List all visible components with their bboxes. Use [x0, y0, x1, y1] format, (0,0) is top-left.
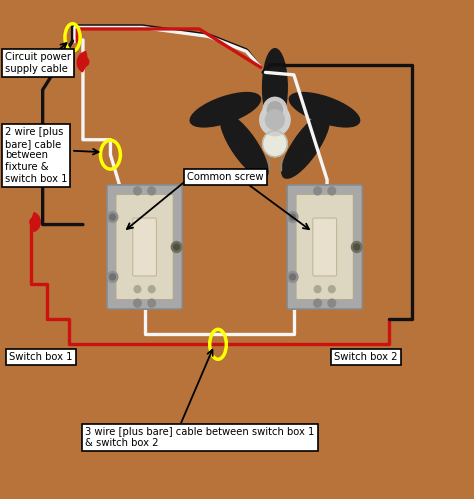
Ellipse shape — [220, 114, 268, 178]
FancyBboxPatch shape — [116, 195, 173, 299]
Wedge shape — [77, 51, 88, 72]
Text: 2 wire [plus
bare] cable
between
fixture &
switch box 1: 2 wire [plus bare] cable between fixture… — [5, 127, 67, 184]
Circle shape — [148, 187, 155, 195]
Circle shape — [30, 218, 37, 226]
Ellipse shape — [289, 92, 360, 127]
FancyBboxPatch shape — [287, 185, 363, 309]
Circle shape — [328, 285, 335, 292]
Circle shape — [109, 274, 115, 280]
Circle shape — [173, 244, 179, 250]
Circle shape — [328, 299, 336, 307]
Circle shape — [134, 285, 141, 292]
Ellipse shape — [190, 92, 261, 127]
Text: 3 wire [plus bare] cable between switch box 1
& switch box 2: 3 wire [plus bare] cable between switch … — [85, 427, 315, 448]
Ellipse shape — [263, 49, 287, 126]
Circle shape — [314, 299, 321, 307]
Circle shape — [107, 271, 118, 282]
Circle shape — [287, 212, 298, 223]
Circle shape — [328, 187, 336, 195]
Circle shape — [287, 271, 298, 282]
FancyBboxPatch shape — [133, 218, 156, 276]
Circle shape — [267, 102, 283, 118]
Text: Switch box 1: Switch box 1 — [9, 352, 73, 362]
Circle shape — [109, 214, 115, 220]
Circle shape — [107, 212, 118, 223]
Circle shape — [172, 242, 182, 252]
Text: Circuit power
supply cable: Circuit power supply cable — [5, 52, 71, 74]
FancyBboxPatch shape — [296, 195, 353, 299]
Circle shape — [354, 244, 359, 250]
Circle shape — [314, 187, 321, 195]
Circle shape — [134, 299, 141, 307]
Circle shape — [134, 187, 141, 195]
Circle shape — [290, 214, 296, 220]
Text: Common screw: Common screw — [187, 172, 264, 182]
FancyBboxPatch shape — [313, 218, 337, 276]
Circle shape — [148, 299, 155, 307]
Ellipse shape — [282, 114, 329, 178]
Circle shape — [290, 274, 296, 280]
Circle shape — [263, 131, 287, 157]
Text: Switch box 2: Switch box 2 — [334, 352, 398, 362]
Circle shape — [260, 104, 290, 136]
Circle shape — [265, 110, 284, 130]
Wedge shape — [31, 213, 40, 232]
Circle shape — [314, 285, 321, 292]
Circle shape — [81, 57, 89, 66]
Circle shape — [148, 285, 155, 292]
FancyBboxPatch shape — [107, 185, 182, 309]
Circle shape — [351, 242, 362, 252]
Circle shape — [263, 97, 287, 122]
